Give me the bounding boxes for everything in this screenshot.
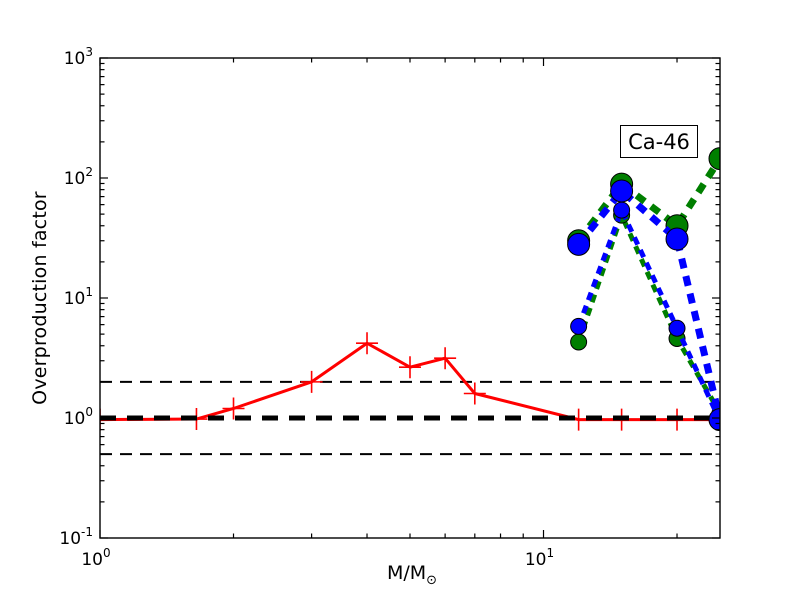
isotope-annotation: Ca-46 [620, 125, 698, 158]
y-tick-label: 103 [64, 45, 93, 69]
blue-dashed-thin-marker [570, 317, 588, 335]
red-solid-plus-marker [300, 370, 323, 393]
red-solid-plus-marker [222, 397, 245, 420]
blue-dashed-thick-line [575, 185, 720, 421]
red-solid-plus-marker [434, 347, 457, 370]
x-axis-label: M/M⊙ [387, 562, 437, 588]
y-tick-label: 101 [64, 285, 93, 309]
y-tick-label: 100 [64, 405, 93, 429]
axes-frame [99, 57, 721, 539]
blue-dashed-thin-line [576, 203, 720, 422]
red-solid-plus-marker [356, 332, 379, 355]
x-tick-label: 101 [525, 546, 554, 570]
blue-dashed-thick-marker [567, 232, 591, 256]
green-dashed-thick-marker [708, 147, 720, 171]
y-tick-label: 102 [64, 165, 93, 189]
sun-symbol-icon: ⊙ [426, 573, 438, 588]
blue-dashed-thin-marker [668, 319, 686, 337]
x-axis-label-main: M/M [386, 562, 427, 584]
blue-dashed-thick-marker [610, 179, 634, 203]
green-dashed-thin-line [576, 208, 720, 415]
red-solid-plus-marker [463, 382, 486, 405]
x-tick-label: 100 [81, 546, 110, 570]
blue-dashed-thick-marker [665, 227, 689, 251]
y-axis-label: Overproduction factor [29, 191, 51, 405]
green-dashed-thick-line [575, 156, 720, 243]
green-dashed-thin-marker [570, 333, 588, 351]
y-tick-label: 10-1 [59, 525, 93, 549]
blue-dashed-thin-marker [613, 201, 631, 219]
isotope-annotation-label: Ca-46 [628, 129, 690, 154]
red-solid-plus-marker [399, 356, 421, 379]
blue-dashed-thick-marker [708, 408, 720, 432]
data-layer [100, 147, 720, 456]
